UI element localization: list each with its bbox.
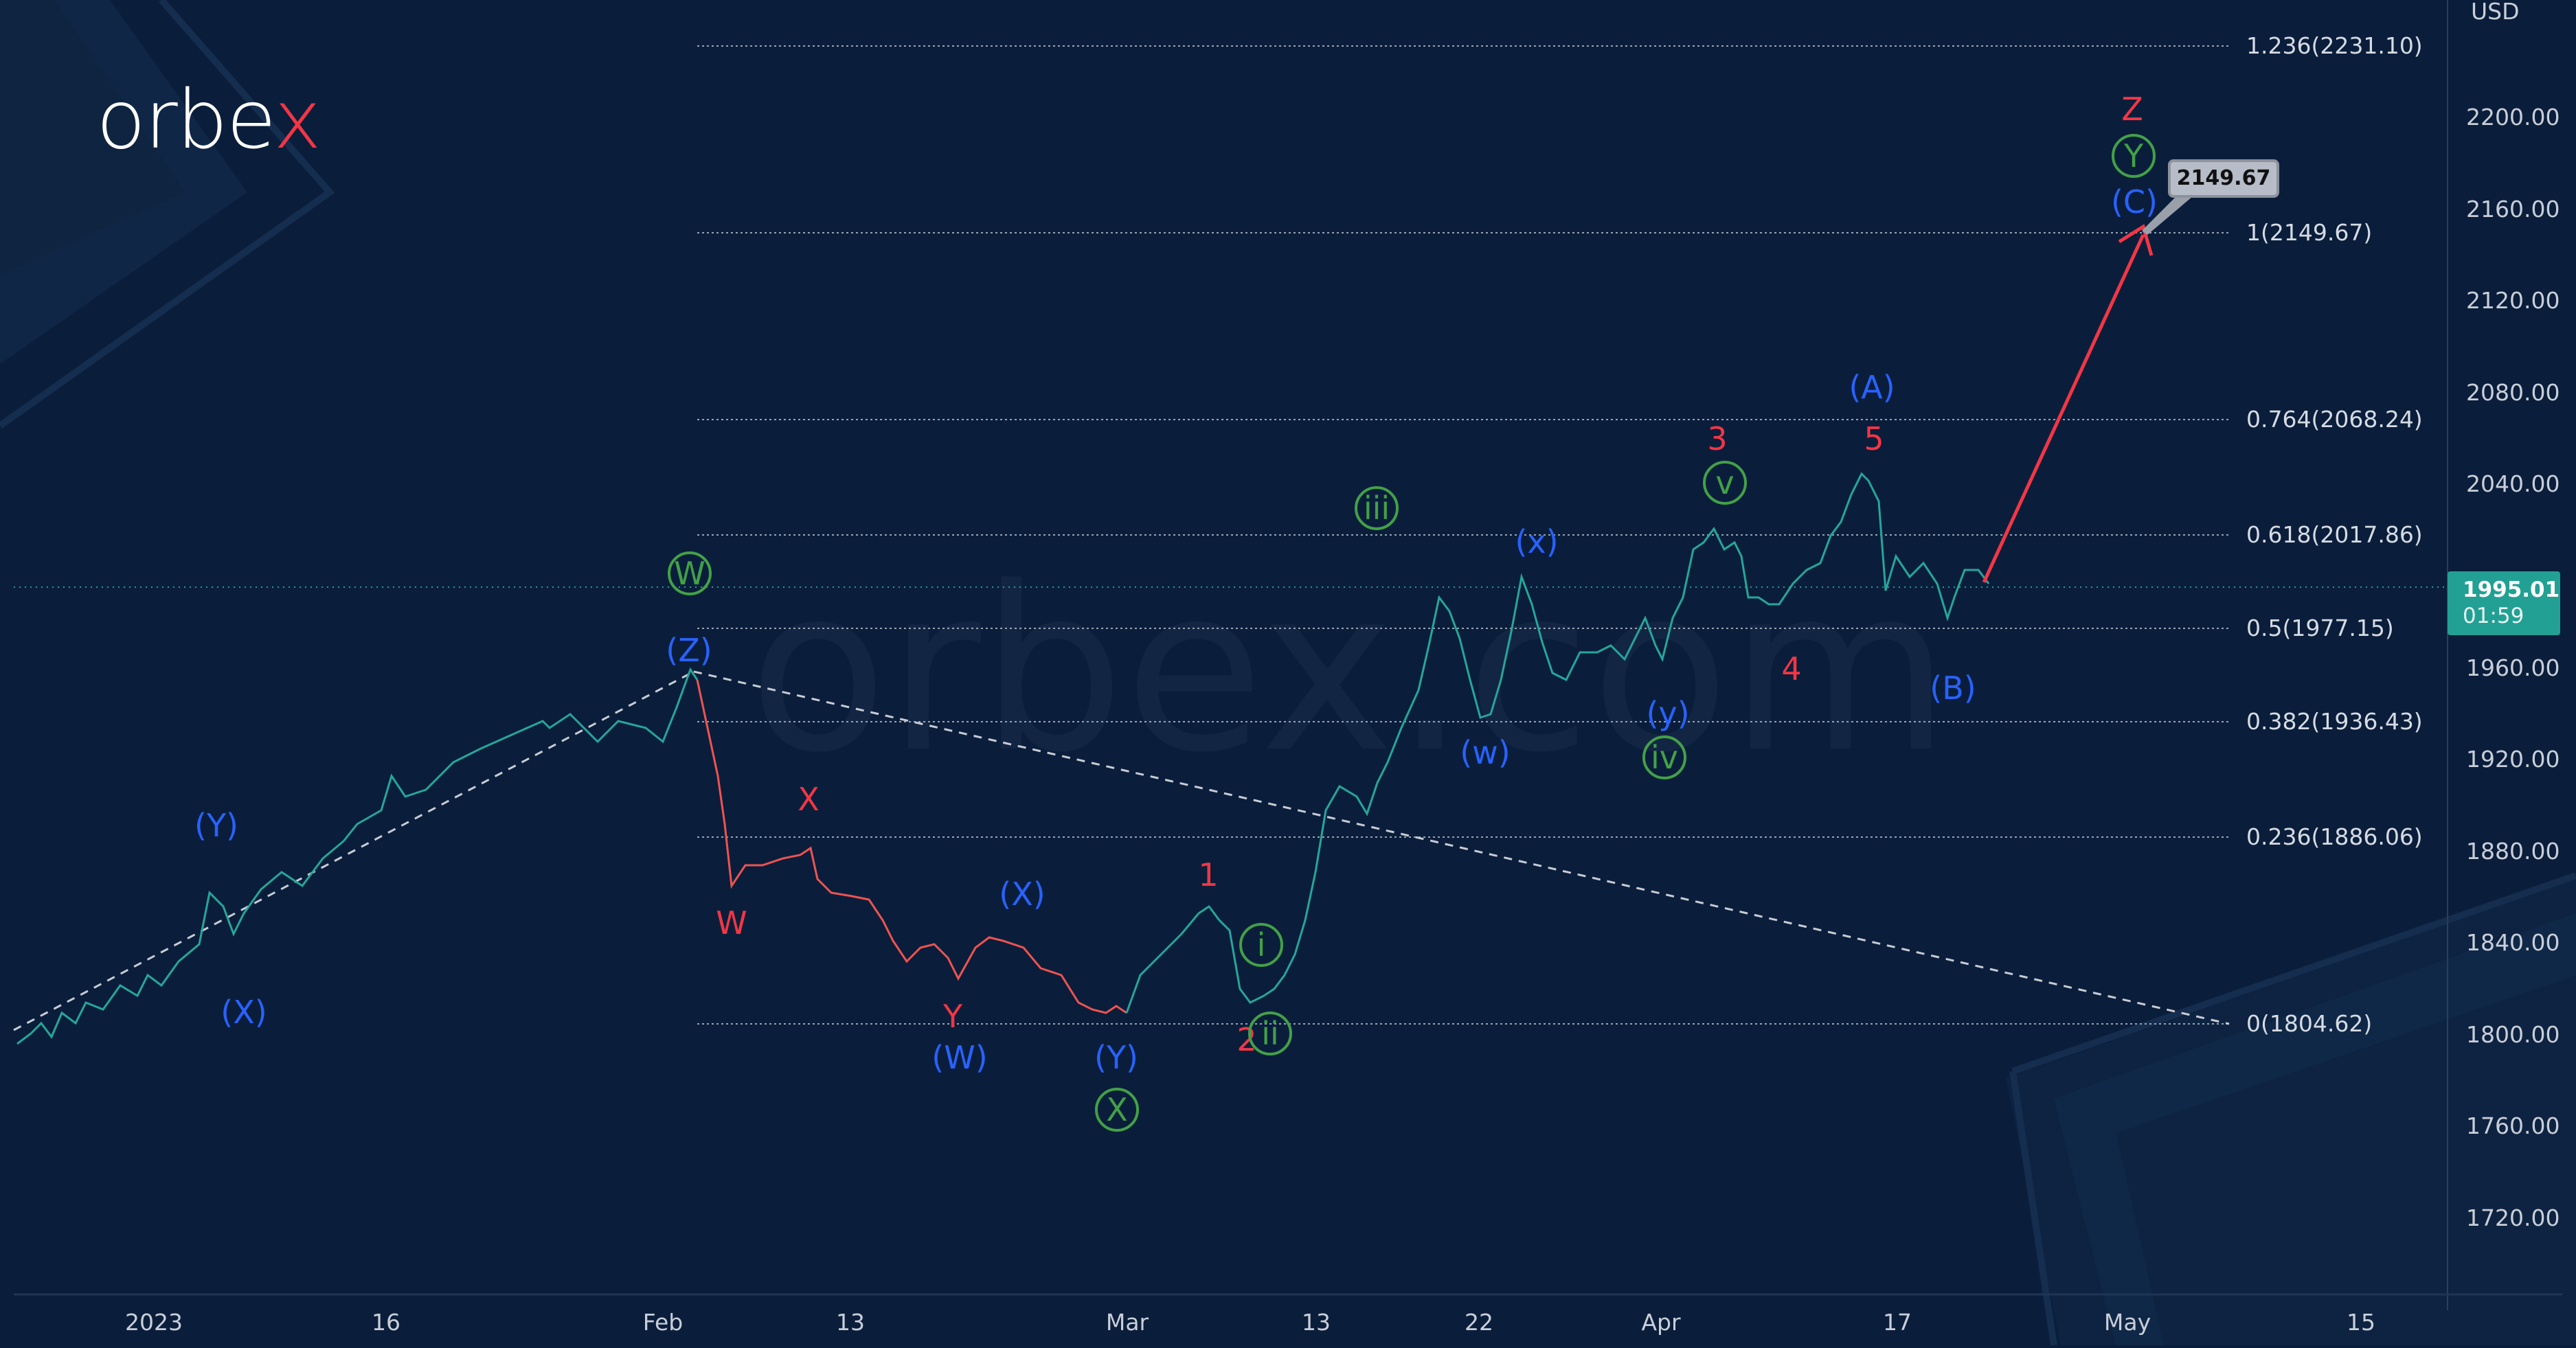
svg-text:1840.00: 1840.00 [2466,929,2560,956]
svg-text:Apr: Apr [1641,1309,1681,1336]
svg-text:15: 15 [2347,1309,2375,1336]
wave-label: (w) [1460,734,1511,771]
wave-label: (X) [999,876,1045,913]
wave-labels: (Y) (X) (Z) W W X Y (W) (X) (Y) X 1 2 i … [194,91,2158,1132]
current-price-tag: 1995.01 01:59 [2448,571,2560,635]
svg-text:1960.00: 1960.00 [2466,654,2560,681]
wave-label: (Y) [194,807,238,844]
wave-label: X [1106,1091,1128,1128]
svg-text:13: 13 [836,1309,865,1336]
wave-circle [1095,1088,1139,1132]
logo-accent: x [273,72,321,167]
wave-label: (Z) [666,632,712,669]
wave-label: i [1257,926,1266,963]
wave-label: 1 [1198,856,1218,893]
orbex-logo: orbex [96,72,321,167]
wave-label: X [798,781,820,818]
wave-circle [1248,1012,1292,1055]
wave-circle [2112,134,2156,178]
wave-label: (W) [931,1039,987,1076]
wave-label: 5 [1864,420,1884,457]
fib-label-0: 0(1804.62) [2246,1010,2372,1037]
svg-text:1880.00: 1880.00 [2466,838,2560,865]
wave-label: (A) [1849,369,1895,406]
svg-text:13: 13 [1302,1309,1331,1336]
trendline-support[interactable] [13,670,694,1031]
svg-text:17: 17 [1883,1309,1912,1336]
current-price-value: 1995.01 [2463,578,2560,602]
wave-label: W [674,555,705,592]
svg-text:2023: 2023 [125,1309,183,1336]
wave-label: (B) [1930,670,1976,707]
price-axis-currency: USD [2471,0,2520,25]
wave-label: (y) [1646,695,1689,732]
svg-text:1760.00: 1760.00 [2466,1112,2560,1139]
wave-label: Y [942,998,963,1035]
fib-label-0618: 0.618(2017.86) [2246,521,2423,548]
svg-text:2080.00: 2080.00 [2466,379,2560,406]
svg-text:May: May [2104,1309,2151,1336]
svg-text:Feb: Feb [643,1309,683,1336]
fibonacci-levels[interactable] [697,45,2229,1025]
wave-label: v [1715,464,1734,501]
fib-label-0382: 0.382(1936.43) [2246,708,2423,735]
wave-circle [1642,735,1686,779]
callout-pointer [2142,196,2193,235]
svg-text:2040.00: 2040.00 [2466,470,2560,497]
watermark-text: orbex.com [749,538,1950,802]
wave-label: Z [2121,91,2143,128]
trendline-resistance[interactable] [693,670,2230,1025]
fib-label-0236: 0.236(1886.06) [2246,823,2423,850]
fib-label-1236: 1.236(2231.10) [2246,32,2423,59]
svg-text:1800.00: 1800.00 [2466,1021,2560,1048]
wave-label: iv [1651,739,1678,776]
logo-text: orbe [96,72,275,167]
wave-label: 3 [1707,420,1727,457]
fib-label-05: 0.5(1977.15) [2246,615,2394,641]
fibonacci-labels: 1.236(2231.10) 1(2149.67) 0.764(2068.24)… [2246,32,2423,1037]
wave-label: (Y) [1094,1039,1138,1076]
svg-text:22: 22 [1465,1309,1493,1336]
wave-label: (x) [1515,523,1558,560]
wave-label: iii [1364,490,1390,527]
svg-text:2200.00: 2200.00 [2466,104,2560,130]
wave-label: 2 [1236,1021,1256,1058]
wave-label: (C) [2111,183,2158,220]
price-axis[interactable]: USD 2200.00 2160.00 2120.00 2080.00 2040… [2466,0,2560,1231]
target-price-callout[interactable]: 2149.67 [2168,159,2279,198]
wave-circle [1239,923,1283,967]
time-axis[interactable]: 2023 16 Feb 13 Mar 13 22 Apr 17 May 15 [125,1309,2375,1336]
wave-circle [668,551,712,595]
wave-label: (X) [221,994,267,1031]
projection-arrow[interactable] [1982,224,2154,584]
svg-text:1920.00: 1920.00 [2466,746,2560,773]
svg-text:Mar: Mar [1106,1309,1149,1336]
wave-circle [1355,486,1399,530]
fib-label-0764: 0.764(2068.24) [2246,406,2423,433]
svg-text:1720.00: 1720.00 [2466,1204,2560,1231]
fib-label-1: 1(2149.67) [2246,219,2372,246]
price-series [16,472,1990,1045]
svg-text:2160.00: 2160.00 [2466,196,2560,222]
wave-label: W [716,904,747,941]
candle-countdown: 01:59 [2463,604,2524,628]
svg-text:16: 16 [372,1309,400,1336]
svg-text:2120.00: 2120.00 [2466,287,2560,314]
wave-label: 4 [1781,650,1801,687]
wave-label: ii [1261,1015,1279,1052]
wave-label: Y [2123,137,2144,174]
wave-circle [1703,461,1747,505]
